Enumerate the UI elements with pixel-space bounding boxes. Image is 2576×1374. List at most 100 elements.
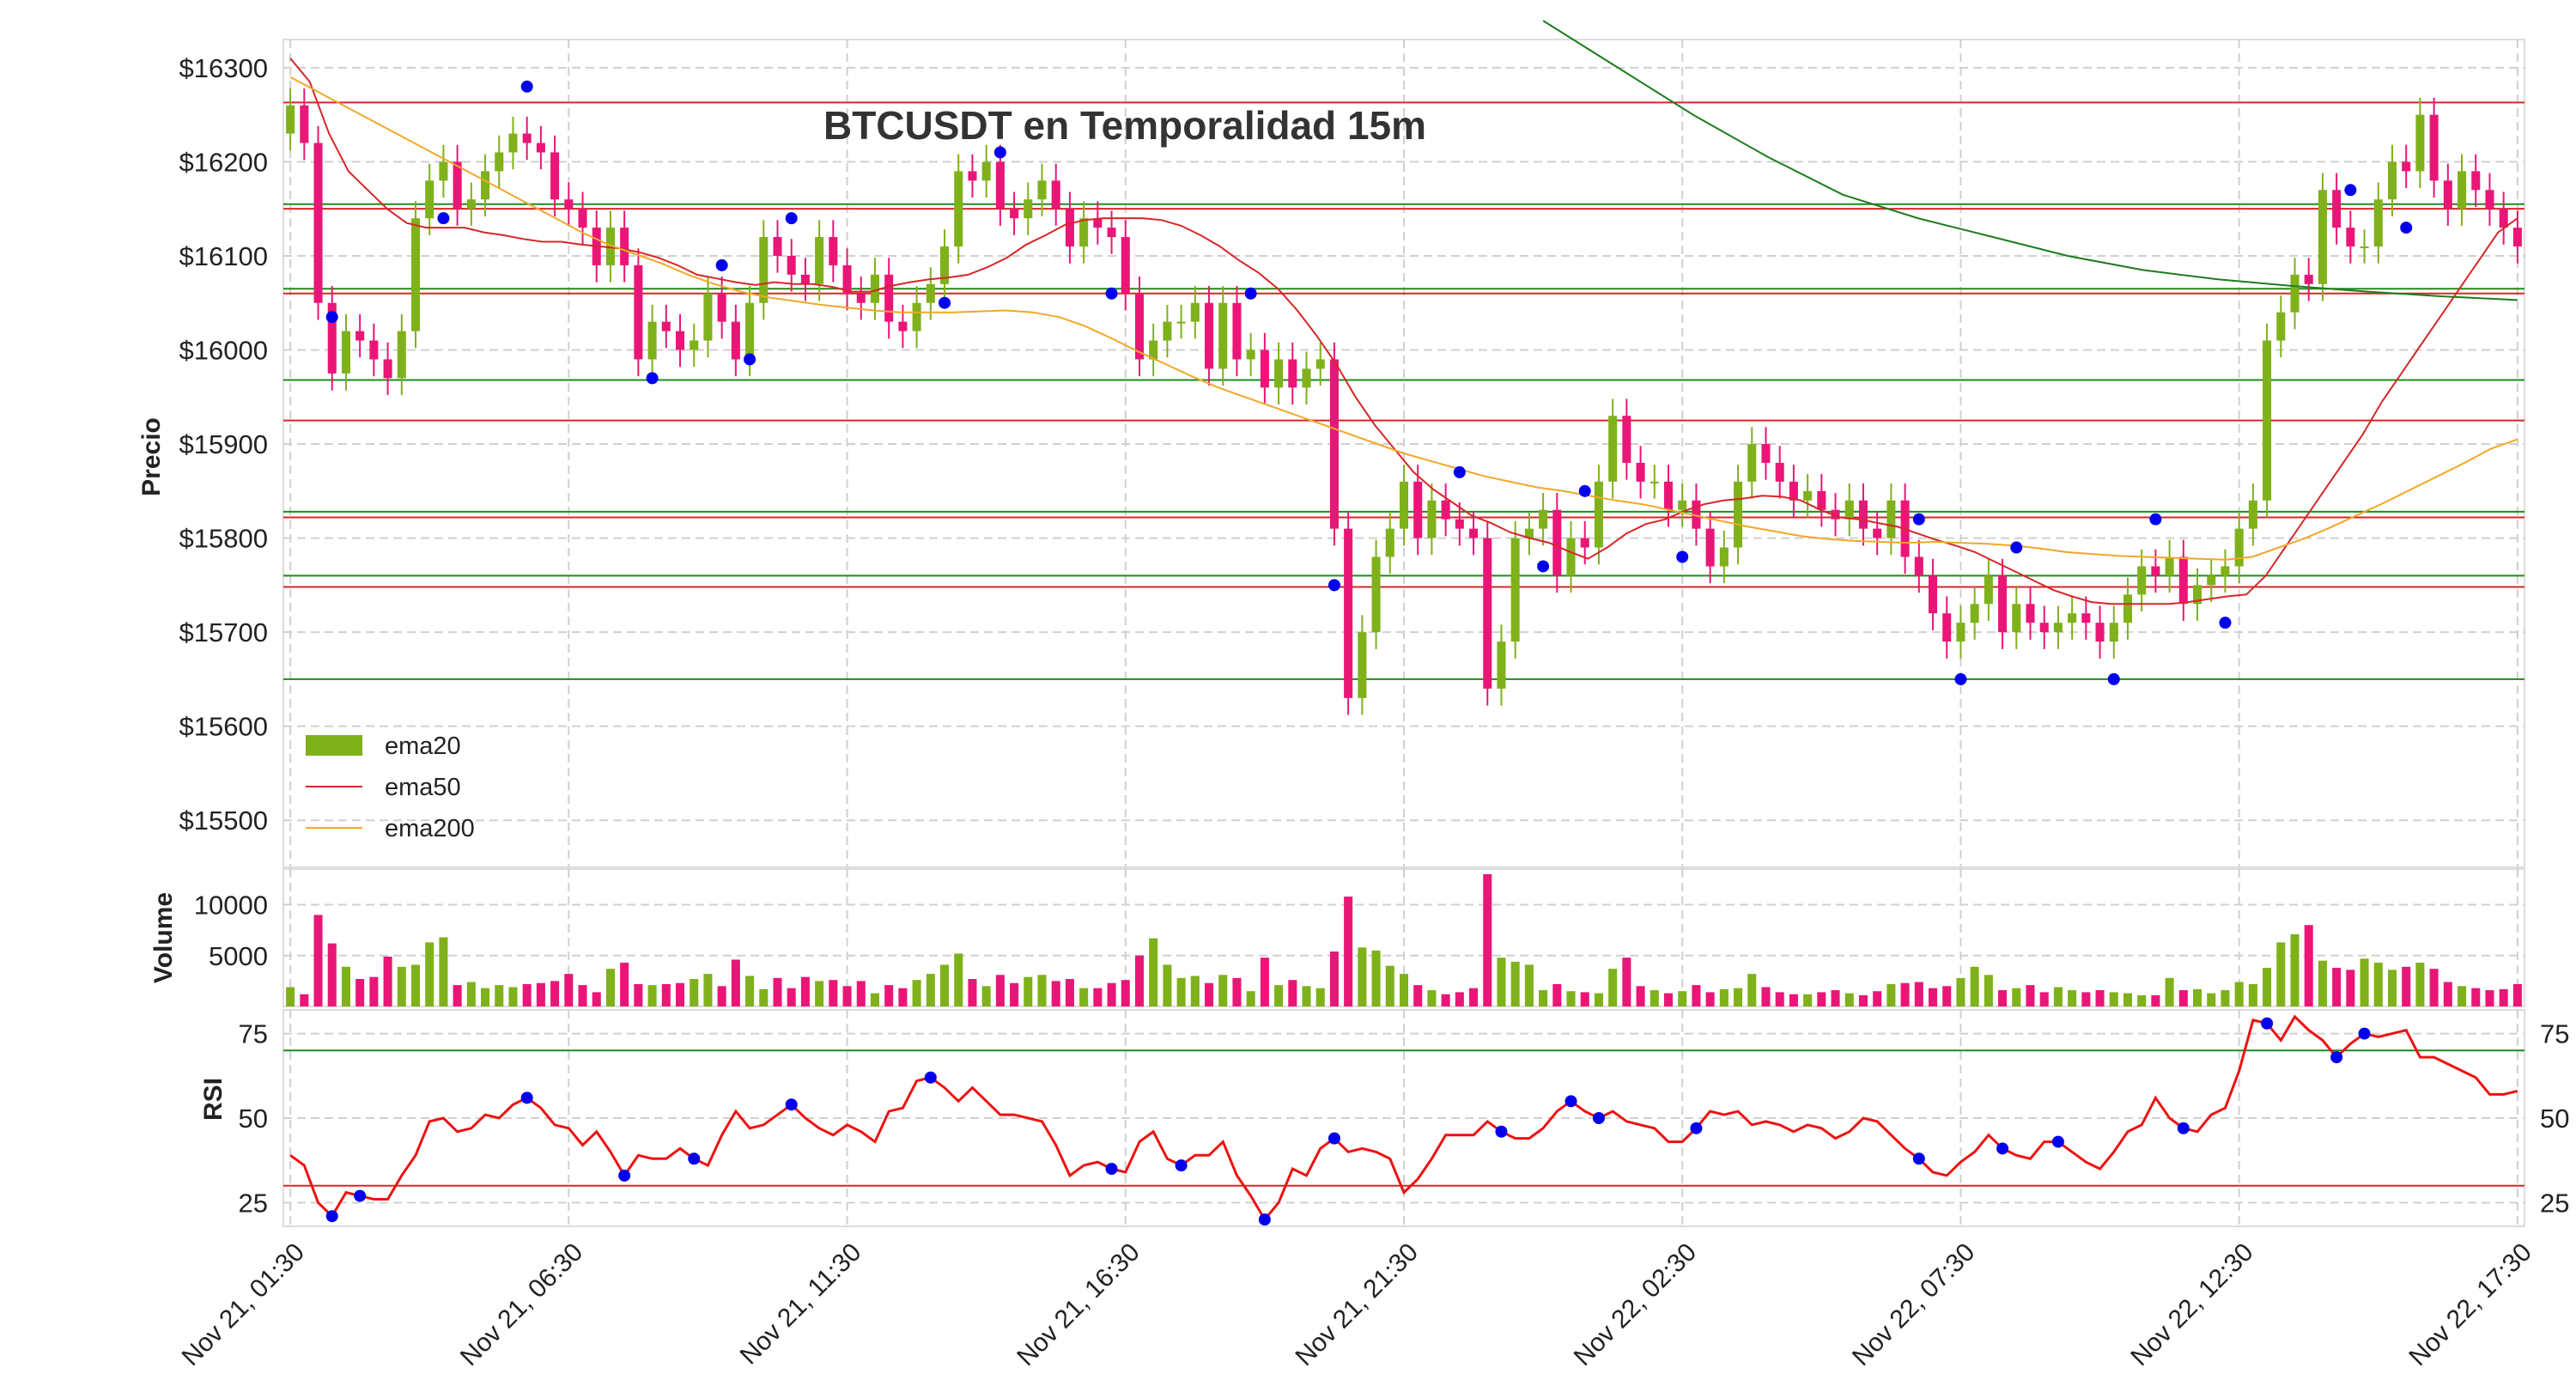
volume-bar <box>717 986 726 1006</box>
volume-bar <box>1497 958 1506 1006</box>
candle-body <box>383 359 392 379</box>
volume-bar <box>787 988 796 1006</box>
volume-axis-label: Volume <box>149 892 178 983</box>
volume-bar <box>647 985 657 1006</box>
x-tick-label: Nov 21, 01:30 <box>177 1238 310 1371</box>
price-tick-label: $16000 <box>179 336 268 366</box>
volume-bar <box>1970 966 1979 1006</box>
volume-bar <box>731 959 740 1006</box>
candle-body <box>1524 528 1534 538</box>
volume-bar <box>2471 988 2481 1006</box>
volume-bar <box>1984 975 1993 1006</box>
candle-body <box>2221 566 2230 576</box>
candle-body <box>815 237 824 284</box>
candle-body <box>2109 623 2118 642</box>
volume-bar <box>1274 985 1284 1006</box>
ema-lines <box>289 20 2518 605</box>
volume-bar <box>1608 969 1618 1006</box>
candle-body <box>787 255 796 275</box>
candle-body <box>1998 575 2008 633</box>
candle-body <box>1747 444 1757 482</box>
volume-bar <box>1329 951 1339 1006</box>
candle-body <box>2499 209 2508 228</box>
candle-body <box>410 218 421 331</box>
volume-bar <box>1831 990 1840 1006</box>
volume-bar <box>1524 964 1534 1006</box>
volume-bar <box>1149 938 1158 1006</box>
candle-body <box>550 152 560 200</box>
candle-body <box>1970 604 1979 623</box>
candle-body <box>1441 500 1450 520</box>
volume-bar <box>1761 987 1771 1006</box>
pivot-point <box>2344 184 2357 197</box>
volume-bar <box>981 986 991 1006</box>
candle-body <box>2095 623 2105 642</box>
candle-body <box>1483 538 1492 689</box>
volume-bar <box>1566 991 1576 1006</box>
volume-bar <box>1873 991 1882 1006</box>
x-axis-ticks: Nov 21, 01:30 Nov 21, 06:30 Nov 21, 11:30 N… <box>177 1238 2537 1371</box>
candle-body <box>1914 556 1923 576</box>
rsi-pivot-point <box>785 1098 798 1111</box>
rsi-pivot-point <box>1912 1152 1925 1165</box>
candle-body <box>369 340 379 360</box>
x-tick-label: Nov 22, 07:30 <box>1847 1238 1980 1371</box>
volume-bar <box>397 966 406 1006</box>
rsi-pivot-point <box>520 1091 533 1104</box>
volume-bar <box>2304 925 2313 1006</box>
chart-title: BTCUSDT en Temporalidad 15m <box>823 103 1426 148</box>
candle-body <box>1149 340 1158 360</box>
pivot-point <box>785 212 798 225</box>
rsi-tick-label-left: 50 <box>239 1103 268 1134</box>
rsi-tick-label-right: 75 <box>2540 1019 2569 1049</box>
volume-bar <box>536 982 545 1006</box>
candle-body <box>425 180 434 219</box>
volume-bar <box>495 985 504 1006</box>
rsi-tick-label-right: 25 <box>2540 1188 2569 1218</box>
volume-bar <box>1399 974 1409 1006</box>
pivot-point <box>1244 287 1257 300</box>
volume-bar <box>759 988 769 1006</box>
candle-body <box>1051 180 1060 210</box>
candle-body <box>1163 321 1172 341</box>
pivot-point <box>437 212 450 225</box>
candle-body <box>981 161 991 181</box>
candle-body <box>564 199 574 210</box>
candle-body <box>2304 274 2313 284</box>
volume-bar <box>1803 994 1813 1006</box>
volume-bar <box>1121 980 1130 1006</box>
rsi-tick-label-left: 25 <box>239 1188 268 1218</box>
candle-body <box>1831 509 1840 520</box>
candle-body <box>1427 500 1437 538</box>
candle-body <box>1844 500 1854 520</box>
volume-y-ticks: 5000 10000 <box>194 891 268 971</box>
candle-body <box>1775 462 1784 482</box>
rsi-series-line <box>289 1014 2518 1222</box>
volume-bar <box>1747 974 1757 1006</box>
volume-bar <box>313 915 323 1006</box>
candle-body <box>2248 500 2257 529</box>
volume-bar <box>369 976 379 1006</box>
candle-body <box>1274 359 1284 388</box>
ema20-line <box>289 58 2518 605</box>
candle-body <box>2053 623 2063 633</box>
volume-bar <box>564 974 574 1006</box>
volume-bar <box>1302 986 1311 1006</box>
volume-bar <box>1483 874 1492 1006</box>
candle-body <box>647 321 657 360</box>
candle-body <box>1622 416 1631 463</box>
volume-bar <box>1789 994 1798 1006</box>
pivot-point <box>1954 672 1967 685</box>
volume-bar <box>1705 992 1715 1006</box>
candle-body <box>2123 594 2133 623</box>
candle-body <box>1817 490 1826 510</box>
volume-bar <box>2318 960 2327 1006</box>
volume-bar <box>2193 988 2202 1006</box>
volume-bar <box>1636 986 1645 1006</box>
volume-bar <box>2373 963 2383 1006</box>
candle-body <box>1873 528 1882 538</box>
rsi-tick-label-right: 50 <box>2540 1103 2569 1134</box>
pivot-point <box>1676 550 1689 563</box>
candle-body <box>829 237 838 265</box>
candle-body <box>1942 613 1952 642</box>
